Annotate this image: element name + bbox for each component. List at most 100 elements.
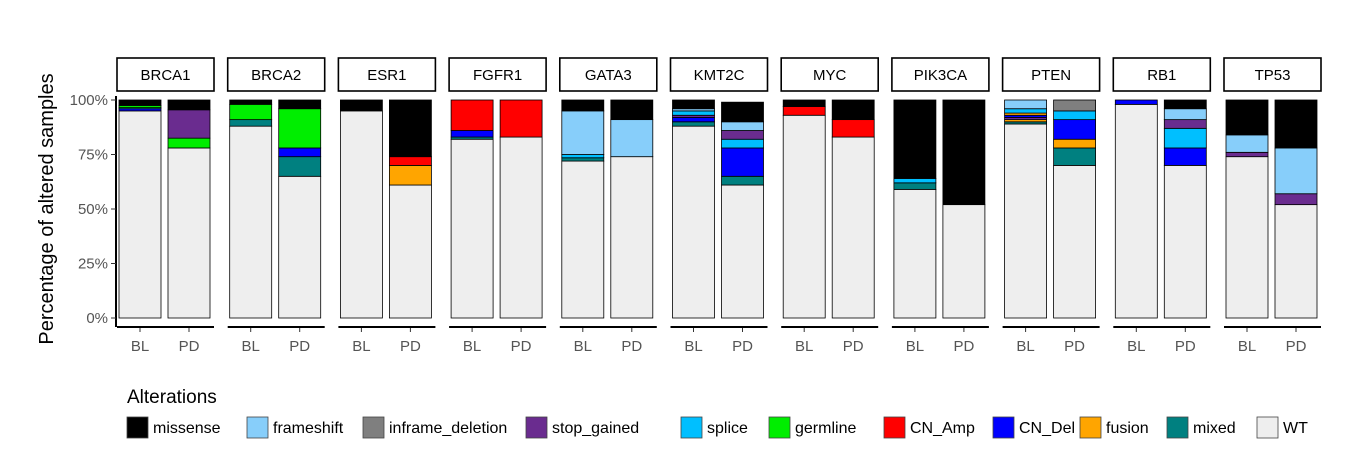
bar-segment-cn-amp: [450, 99, 494, 131]
bar-segment-splice: [672, 110, 715, 116]
x-tick-label: PD: [1175, 338, 1196, 355]
legend-swatch: [1079, 416, 1102, 439]
bar-segment-splice: [721, 138, 764, 149]
x-tick-label: PD: [289, 338, 310, 355]
bar-segment-frameshift: [1225, 134, 1269, 153]
bar-segment-fusion: [1053, 138, 1096, 149]
bar-segment-wt: [278, 175, 322, 319]
legend-item-fusion: fusion: [1079, 416, 1149, 439]
bar-segment-cn-del: [1053, 119, 1096, 140]
x-tick-label: PD: [843, 338, 864, 355]
facet-strip: [669, 57, 769, 92]
bar-segment-frameshift: [1163, 108, 1207, 121]
facet-fgfr1: FGFR1 BL PD: [448, 57, 547, 355]
bar-segment-missense: [721, 101, 764, 123]
bar-segment-missense: [388, 99, 432, 158]
bar-segment-wt: [1114, 103, 1158, 319]
facet-strip-label: KMT2C: [694, 67, 745, 84]
facet-strip-label: PTEN: [1031, 67, 1071, 84]
bar-segment-wt: [561, 160, 605, 319]
bar-segment-wt: [672, 125, 715, 319]
legend-item-cn-del: CN_Del: [992, 416, 1075, 439]
legend-label: CN_Del: [1019, 420, 1075, 437]
facet-strip-label: GATA3: [585, 67, 632, 84]
bar-segment-frameshift: [721, 121, 764, 131]
bar-segment-stop-gained: [1163, 119, 1207, 129]
facet-rb1: RB1 BL PD: [1112, 57, 1212, 355]
bar-segment-missense: [1163, 99, 1207, 110]
bar-segment-wt: [1163, 164, 1207, 319]
legend-item-splice: splice: [680, 416, 748, 439]
facet-strip-label: PIK3CA: [914, 67, 967, 84]
facet-esr1: ESR1 BL PD: [337, 57, 437, 355]
y-tick-label: 75%: [78, 147, 108, 164]
bar-segment-germline: [167, 137, 211, 149]
bar-segment-wt: [942, 204, 986, 319]
bar-segment-wt: [893, 188, 937, 319]
bar-segment-mixed: [721, 175, 764, 186]
y-axis-label: Percentage of altered samples: [36, 73, 58, 344]
bar-segment-wt: [499, 136, 543, 319]
bar-segment-mixed: [278, 156, 322, 177]
facet-strip: [116, 57, 215, 92]
legend-label: CN_Amp: [910, 420, 975, 437]
legend-label: splice: [707, 420, 748, 437]
bar-segment-missense: [561, 99, 605, 112]
bar-segment-frameshift: [1004, 99, 1047, 110]
legend-swatch: [246, 416, 269, 439]
legend-swatch: [1166, 416, 1189, 439]
bar-segment-splice: [561, 154, 605, 159]
bar-segment-wt: [339, 110, 383, 319]
facet-strip-label: ESR1: [367, 67, 406, 84]
legend-item-cn-amp: CN_Amp: [883, 416, 975, 439]
bar-segment-cn-del: [1163, 147, 1207, 166]
x-tick-label: BL: [1127, 338, 1145, 355]
bar-segment-wt: [721, 184, 764, 319]
facet-strip: [448, 57, 547, 92]
legend-label: inframe_deletion: [389, 420, 507, 437]
x-tick-label: BL: [352, 338, 370, 355]
bar-segment-wt: [831, 136, 875, 319]
legend-item-germline: germline: [768, 416, 856, 439]
bar-segment-cn-del: [672, 117, 715, 123]
bar-segment-mixed: [229, 119, 273, 127]
facet-pten: PTEN BL PD: [1001, 57, 1101, 355]
x-tick-label: BL: [795, 338, 813, 355]
x-tick-label: PD: [953, 338, 974, 355]
bar-segment-frameshift: [561, 110, 605, 155]
bar-segment-missense: [831, 99, 875, 121]
legend-swatch: [992, 416, 1015, 439]
legend-label: WT: [1283, 420, 1308, 437]
bar-segment-wt: [450, 138, 494, 319]
legend-swatch: [680, 416, 703, 439]
x-tick-label: BL: [1238, 338, 1256, 355]
bar-segment-mixed: [1053, 147, 1096, 166]
legend-label: fusion: [1106, 420, 1149, 437]
facet-strip-label: BRCA2: [251, 67, 301, 84]
bar-segment-cn-amp: [499, 99, 543, 138]
x-tick-label: BL: [463, 338, 481, 355]
legend-swatch: [768, 416, 791, 439]
bar-segment-wt: [1004, 123, 1047, 319]
y-tick-label: 0%: [86, 310, 108, 327]
bar-segment-wt: [167, 147, 211, 319]
bar-segment-cn-amp: [388, 156, 432, 166]
facet-strip: [780, 57, 880, 92]
bar-segment-wt: [388, 184, 432, 319]
facet-strip: [1001, 57, 1101, 92]
facet-kmt2c: KMT2C BL PD: [669, 57, 769, 355]
y-axis: 0% 25% 50% 75% 100%: [70, 92, 117, 327]
legend-label: germline: [795, 420, 856, 437]
legend-swatch: [1256, 416, 1279, 439]
x-tick-label: PD: [400, 338, 421, 355]
facet-strip: [1112, 57, 1212, 92]
legend-swatch: [362, 416, 385, 439]
bar-segment-missense: [339, 99, 383, 112]
x-tick-label: BL: [906, 338, 924, 355]
bar-segment-cn-del: [1114, 99, 1158, 105]
legend-item-wt: WT: [1256, 416, 1308, 439]
x-tick-label: PD: [732, 338, 753, 355]
legend-swatch: [126, 416, 149, 439]
x-tick-label: BL: [574, 338, 592, 355]
